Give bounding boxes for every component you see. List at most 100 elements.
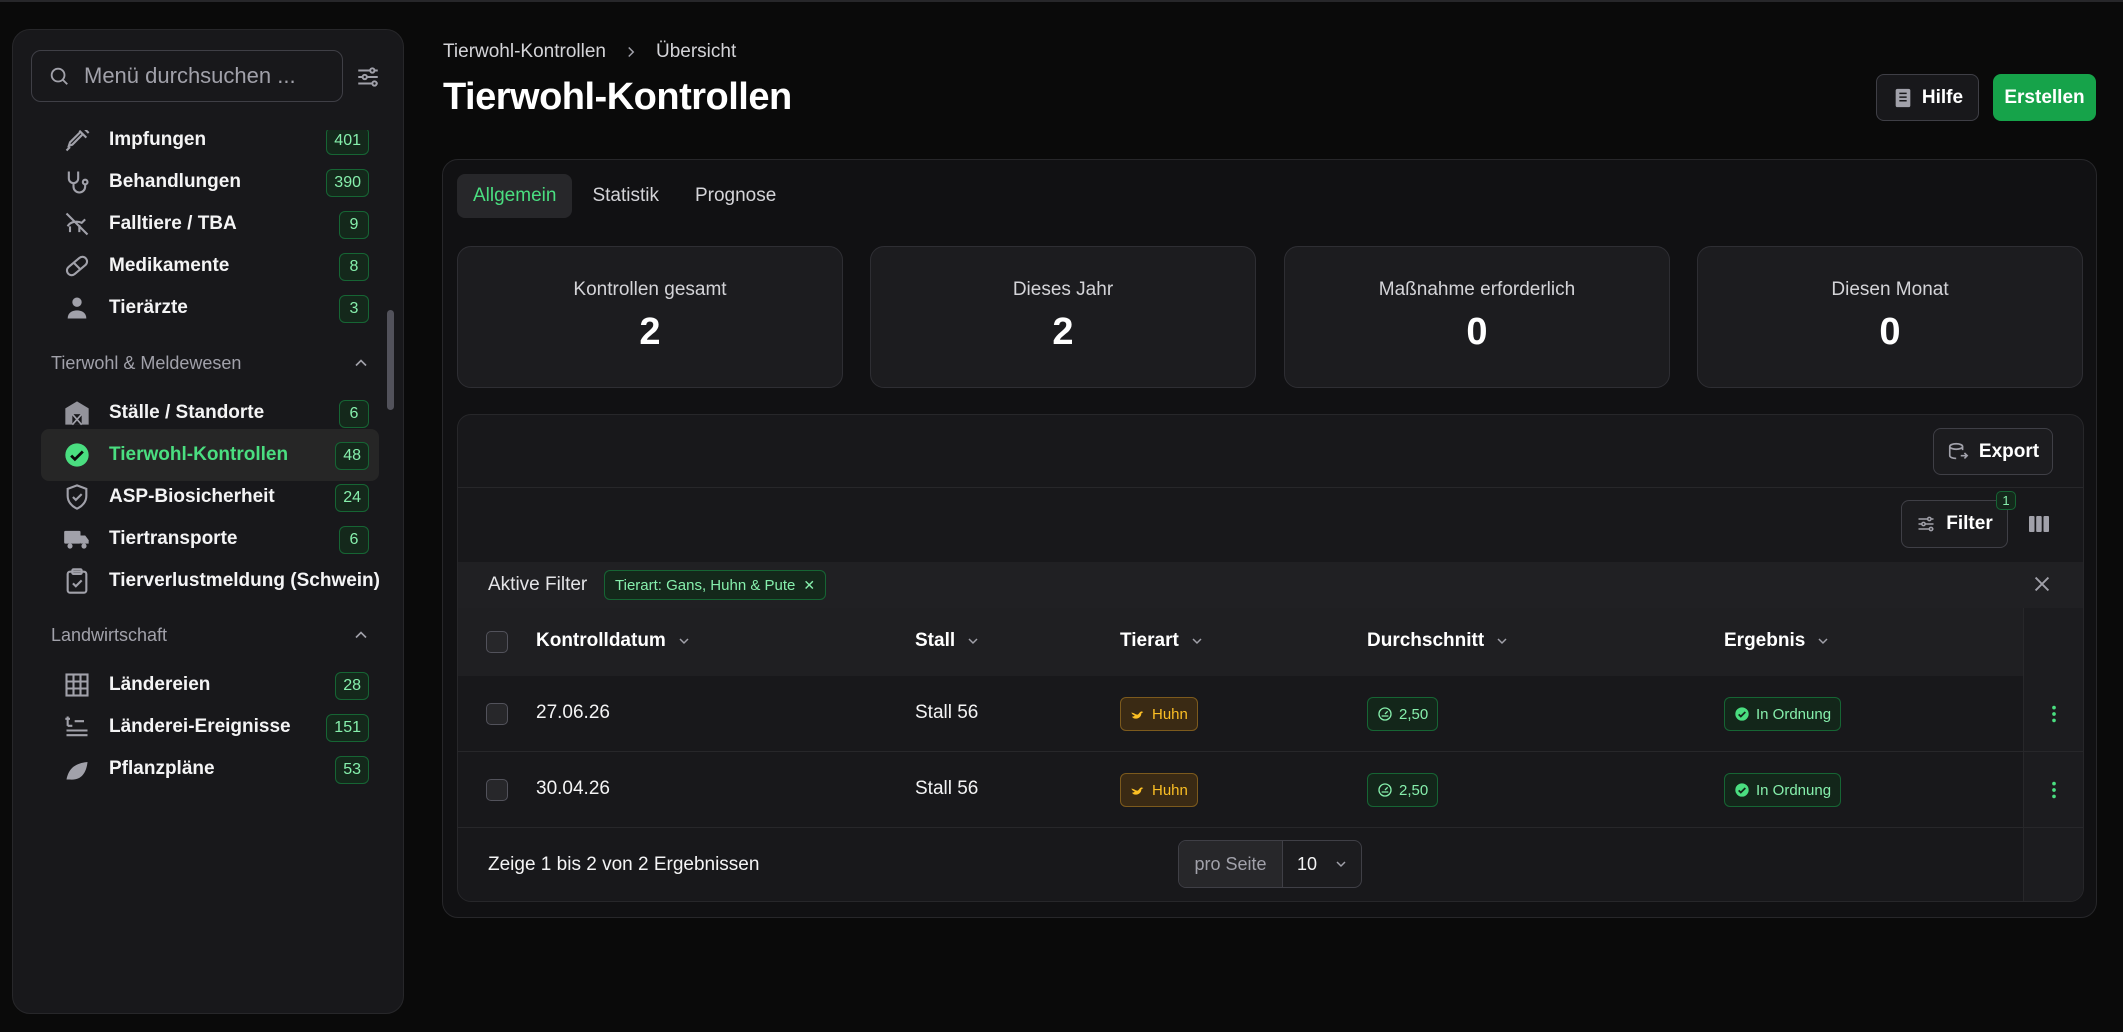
columns-icon[interactable] [2026, 512, 2052, 536]
export-button[interactable]: Export [1933, 428, 2053, 475]
book-icon [1895, 88, 1911, 107]
sidebar-item-tierverlustmeldung[interactable]: Tierverlustmeldung (Schwein) [41, 555, 380, 607]
breadcrumb-current: Übersicht [655, 41, 737, 62]
close-icon[interactable] [2031, 573, 2053, 595]
search-icon [50, 67, 68, 85]
table-row[interactable]: 27.06.26 Stall 56 Huhn 2,50 In Ordnung [458, 676, 2083, 752]
truck-icon [64, 530, 89, 549]
shield-icon [66, 484, 88, 510]
bird-icon [1131, 787, 1144, 795]
row-checkbox[interactable] [486, 779, 508, 801]
chevron-down-icon [1818, 638, 1828, 645]
check-circle-icon [1735, 783, 1749, 797]
count-badge: 390 [326, 169, 369, 197]
check-circle-icon [1735, 707, 1749, 721]
sidebar: Menü durchsuchen ... Impfungen 401 Behan… [12, 29, 404, 1014]
column-kontrolldatum[interactable]: Kontrolldatum [536, 630, 692, 652]
tierart-badge: Huhn [1120, 773, 1198, 807]
grid-icon [65, 673, 89, 697]
more-vertical-icon[interactable] [2043, 702, 2065, 726]
table-row[interactable]: 30.04.26 Stall 56 Huhn 2,50 In Ordnung [458, 752, 2083, 828]
count-badge: 28 [335, 672, 369, 700]
sidebar-item-pflanzplaene[interactable]: Pflanzpläne 53 [41, 743, 379, 795]
top-border [0, 0, 2123, 2]
sidebar-item-falltiere[interactable]: Falltiere / TBA 9 [41, 198, 379, 250]
chevron-down-icon [679, 638, 689, 645]
gauge-icon [1378, 783, 1392, 797]
help-button[interactable]: Hilfe [1876, 74, 1979, 121]
select-all-checkbox[interactable] [486, 631, 508, 653]
cell-date: 30.04.26 [536, 778, 610, 799]
remove-filter-icon[interactable]: ✕ [803, 576, 816, 593]
breadcrumb: Tierwohl-Kontrollen Übersicht [443, 41, 736, 63]
breadcrumb-link[interactable]: Tierwohl-Kontrollen [443, 41, 606, 62]
sidebar-item-laendereien[interactable]: Ländereien 28 [41, 659, 379, 711]
chevron-down-icon [1336, 861, 1346, 868]
sliders-icon[interactable] [355, 64, 381, 90]
chevron-down-icon [968, 638, 978, 645]
cell-date: 27.06.26 [536, 702, 610, 723]
filter-button[interactable]: Filter [1901, 500, 2008, 548]
count-badge: 48 [335, 442, 369, 470]
count-badge: 3 [339, 295, 369, 323]
per-page-select[interactable]: pro Seite 10 [1178, 840, 1362, 888]
status-badge: In Ordnung [1724, 773, 1842, 807]
chevron-up-icon [355, 631, 367, 639]
stat-card-dieses-jahr: Dieses Jahr 2 [870, 246, 1256, 388]
per-page-label: pro Seite [1179, 841, 1283, 887]
active-filters-label: Aktive Filter [488, 574, 588, 595]
filter-chip[interactable]: Tierart: Gans, Huhn & Pute ✕ [604, 570, 827, 600]
tab-allgemein[interactable]: Allgemein [457, 174, 573, 218]
stethoscope-icon [67, 171, 89, 194]
filter-count-badge: 1 [1996, 491, 2016, 510]
sidebar-item-tierwohl-kontrollen[interactable]: Tierwohl-Kontrollen 48 [41, 429, 379, 481]
section-tierwohl-toggle[interactable]: Tierwohl & Meldewesen [51, 348, 371, 378]
bird-icon [1131, 711, 1144, 719]
count-badge: 151 [326, 714, 369, 742]
count-badge: 401 [326, 130, 369, 155]
sidebar-item-staelle[interactable]: Ställe / Standorte 6 [41, 387, 379, 439]
chevron-down-icon [1497, 638, 1507, 645]
chevron-right-icon [628, 46, 635, 58]
check-circle-icon [65, 443, 89, 467]
chevron-up-icon [355, 359, 367, 367]
page-title: Tierwohl-Kontrollen [443, 76, 792, 118]
sidebar-item-tiertransporte[interactable]: Tiertransporte 6 [41, 513, 379, 565]
section-landwirtschaft-toggle[interactable]: Landwirtschaft [51, 620, 371, 650]
active-filters-bar: Aktive Filter Tierart: Gans, Huhn & Pute… [458, 562, 2083, 608]
syringe-icon [65, 130, 90, 152]
column-durchschnitt[interactable]: Durchschnitt [1367, 630, 1510, 652]
sidebar-item-laenderei-ereignisse[interactable]: Länderei-Ereignisse 151 [41, 701, 379, 753]
data-table: Export Filter 1 Aktive Filter Tierart: G… [457, 414, 2084, 902]
pill-icon [65, 255, 89, 277]
tab-statistik[interactable]: Statistik [592, 185, 659, 206]
menu-search-input[interactable]: Menü durchsuchen ... [31, 50, 343, 102]
pagination-summary: Zeige 1 bis 2 von 2 Ergebnissen [488, 854, 760, 875]
sidebar-item-asp-biosicherheit[interactable]: ASP-Biosicherheit 24 [41, 471, 379, 523]
export-icon [1948, 442, 1969, 459]
sidebar-scrollbar[interactable] [387, 310, 394, 410]
create-button[interactable]: Erstellen [1993, 74, 2096, 121]
tab-bar: Allgemein Statistik Prognose [457, 174, 792, 218]
search-placeholder: Menü durchsuchen ... [84, 63, 296, 88]
barn-icon [65, 401, 89, 426]
table-header: Kontrolldatum Stall Tierart Durchschnitt… [458, 608, 2083, 676]
sidebar-item-impfungen[interactable]: Impfungen 401 [41, 130, 379, 166]
score-badge: 2,50 [1367, 697, 1439, 731]
sidebar-item-tieraerzte[interactable]: Tierärzte 3 [41, 282, 379, 334]
sidebar-item-behandlungen[interactable]: Behandlungen 390 [41, 156, 379, 208]
status-badge: In Ordnung [1724, 697, 1842, 731]
sidebar-item-medikamente[interactable]: Medikamente 8 [41, 240, 379, 292]
stat-card-massnahme: Maßnahme erforderlich 0 [1284, 246, 1670, 388]
tierart-badge: Huhn [1120, 697, 1198, 731]
per-page-value[interactable]: 10 [1283, 841, 1361, 887]
column-tierart[interactable]: Tierart [1120, 630, 1205, 652]
main-panel: Allgemein Statistik Prognose Kontrollen … [442, 159, 2097, 918]
divider [458, 487, 2083, 488]
tab-prognose[interactable]: Prognose [694, 185, 777, 206]
more-vertical-icon[interactable] [2043, 778, 2065, 802]
column-stall[interactable]: Stall [915, 630, 981, 652]
column-ergebnis[interactable]: Ergebnis [1724, 630, 1831, 652]
row-checkbox[interactable] [486, 703, 508, 725]
cell-stall: Stall 56 [915, 702, 979, 723]
